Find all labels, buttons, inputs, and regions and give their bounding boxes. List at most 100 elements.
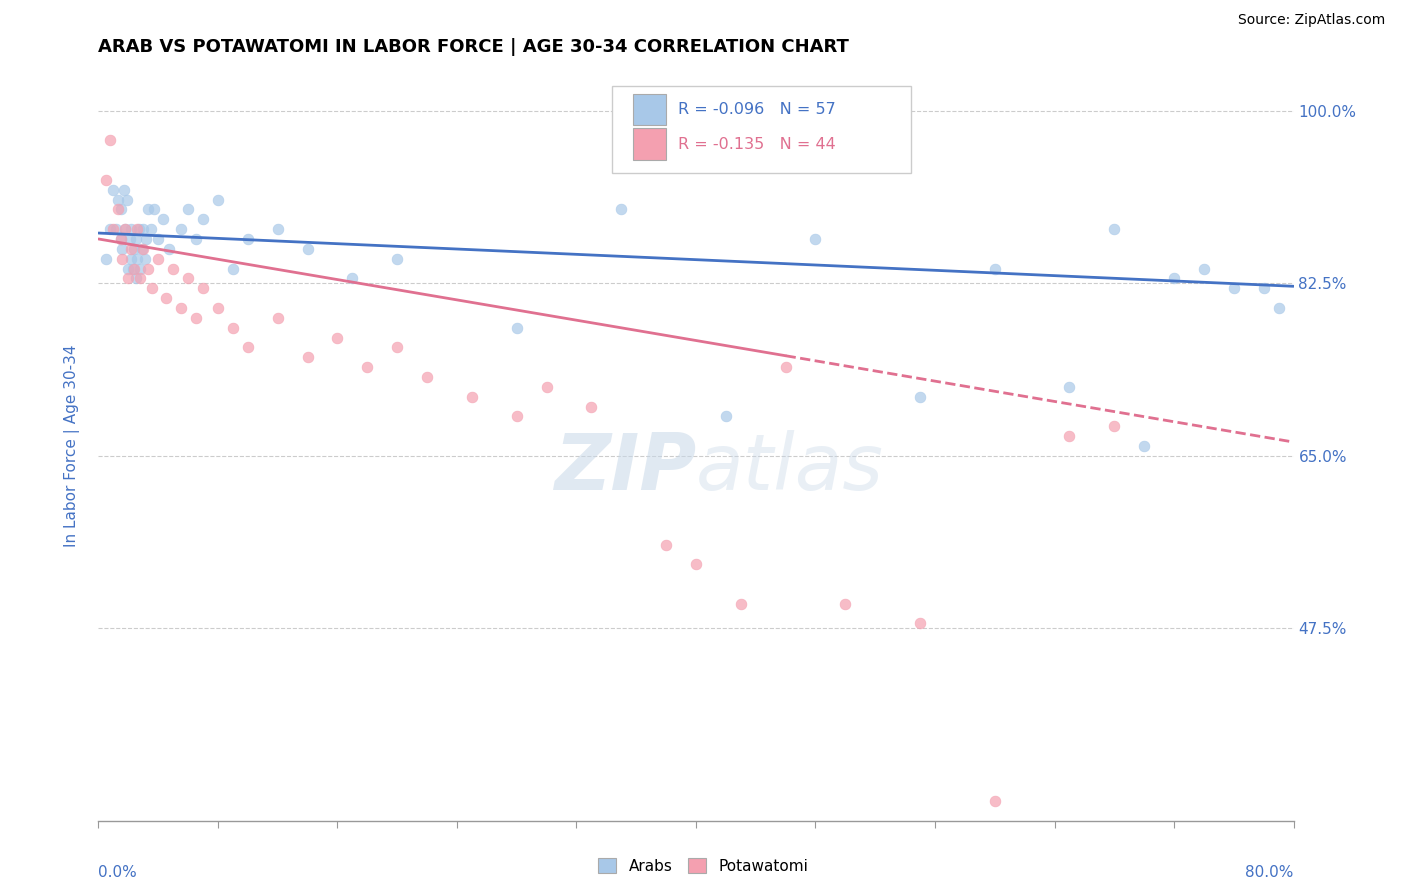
Point [148, 232, 170, 246]
Point [1163, 271, 1185, 285]
Point [103, 183, 125, 197]
Point [129, 261, 152, 276]
Point [236, 340, 259, 354]
Point [142, 202, 165, 217]
Point [610, 202, 633, 217]
Point [297, 242, 319, 256]
Point [131, 242, 153, 256]
Point [1253, 281, 1275, 295]
Point [385, 252, 409, 266]
Point [222, 320, 245, 334]
Point [115, 193, 138, 207]
Point [136, 202, 159, 217]
FancyBboxPatch shape [633, 128, 666, 160]
Point [191, 212, 214, 227]
Point [111, 242, 134, 256]
Point [98, 133, 122, 147]
Point [385, 340, 409, 354]
Point [984, 794, 1007, 808]
Point [121, 261, 143, 276]
Point [1059, 380, 1081, 394]
Text: R = -0.096   N = 57: R = -0.096 N = 57 [678, 102, 835, 117]
Point [117, 271, 139, 285]
Point [191, 281, 214, 295]
Point [834, 597, 856, 611]
Point [110, 202, 132, 217]
Point [162, 261, 184, 276]
Point [342, 271, 364, 285]
Point [207, 193, 229, 207]
Point [114, 222, 136, 236]
Point [461, 390, 484, 404]
Point [184, 232, 207, 246]
Point [132, 222, 155, 236]
Point [222, 261, 245, 276]
Point [1059, 429, 1081, 443]
Point [157, 242, 180, 256]
Legend: Arabs, Potawatomi: Arabs, Potawatomi [592, 852, 814, 880]
Point [685, 558, 707, 572]
Point [1104, 419, 1126, 434]
Text: 0.0%: 0.0% [98, 865, 138, 880]
Point [125, 232, 148, 246]
Text: ZIP: ZIP [554, 431, 696, 507]
Point [120, 242, 142, 256]
Point [120, 222, 142, 236]
Point [127, 252, 149, 266]
Point [152, 212, 174, 227]
Point [107, 193, 129, 207]
Point [105, 222, 128, 236]
Point [1133, 439, 1156, 453]
FancyBboxPatch shape [633, 94, 666, 125]
Point [112, 183, 135, 197]
Point [267, 222, 290, 236]
Point [103, 222, 125, 236]
Point [94, 173, 117, 187]
Point [908, 390, 931, 404]
Point [132, 242, 155, 256]
Point [536, 380, 558, 394]
Point [110, 232, 132, 246]
Point [655, 538, 678, 552]
Point [416, 370, 439, 384]
Point [1267, 301, 1289, 315]
Point [141, 281, 163, 295]
Point [1223, 281, 1246, 295]
Point [984, 261, 1007, 276]
Point [267, 310, 290, 325]
Point [506, 320, 529, 334]
Point [148, 252, 170, 266]
Point [118, 232, 141, 246]
Point [120, 252, 142, 266]
Point [1192, 261, 1215, 276]
FancyBboxPatch shape [613, 87, 911, 172]
Point [107, 202, 129, 217]
Point [169, 301, 191, 315]
Point [177, 271, 200, 285]
Point [506, 409, 529, 424]
Point [124, 261, 146, 276]
Point [169, 222, 191, 236]
Point [136, 261, 159, 276]
Point [125, 271, 148, 285]
Text: Source: ZipAtlas.com: Source: ZipAtlas.com [1237, 13, 1385, 28]
Point [207, 301, 229, 315]
Point [155, 291, 177, 305]
Point [356, 360, 378, 375]
Point [98, 222, 122, 236]
Point [804, 232, 827, 246]
Point [1104, 222, 1126, 236]
Point [139, 222, 162, 236]
Text: R = -0.135   N = 44: R = -0.135 N = 44 [678, 136, 835, 152]
Point [714, 409, 737, 424]
Point [581, 400, 603, 414]
Point [128, 222, 150, 236]
Point [124, 242, 146, 256]
Point [297, 351, 319, 365]
Point [730, 597, 752, 611]
Point [184, 310, 207, 325]
Point [110, 232, 132, 246]
Point [775, 360, 797, 375]
Point [177, 202, 200, 217]
Point [111, 252, 134, 266]
